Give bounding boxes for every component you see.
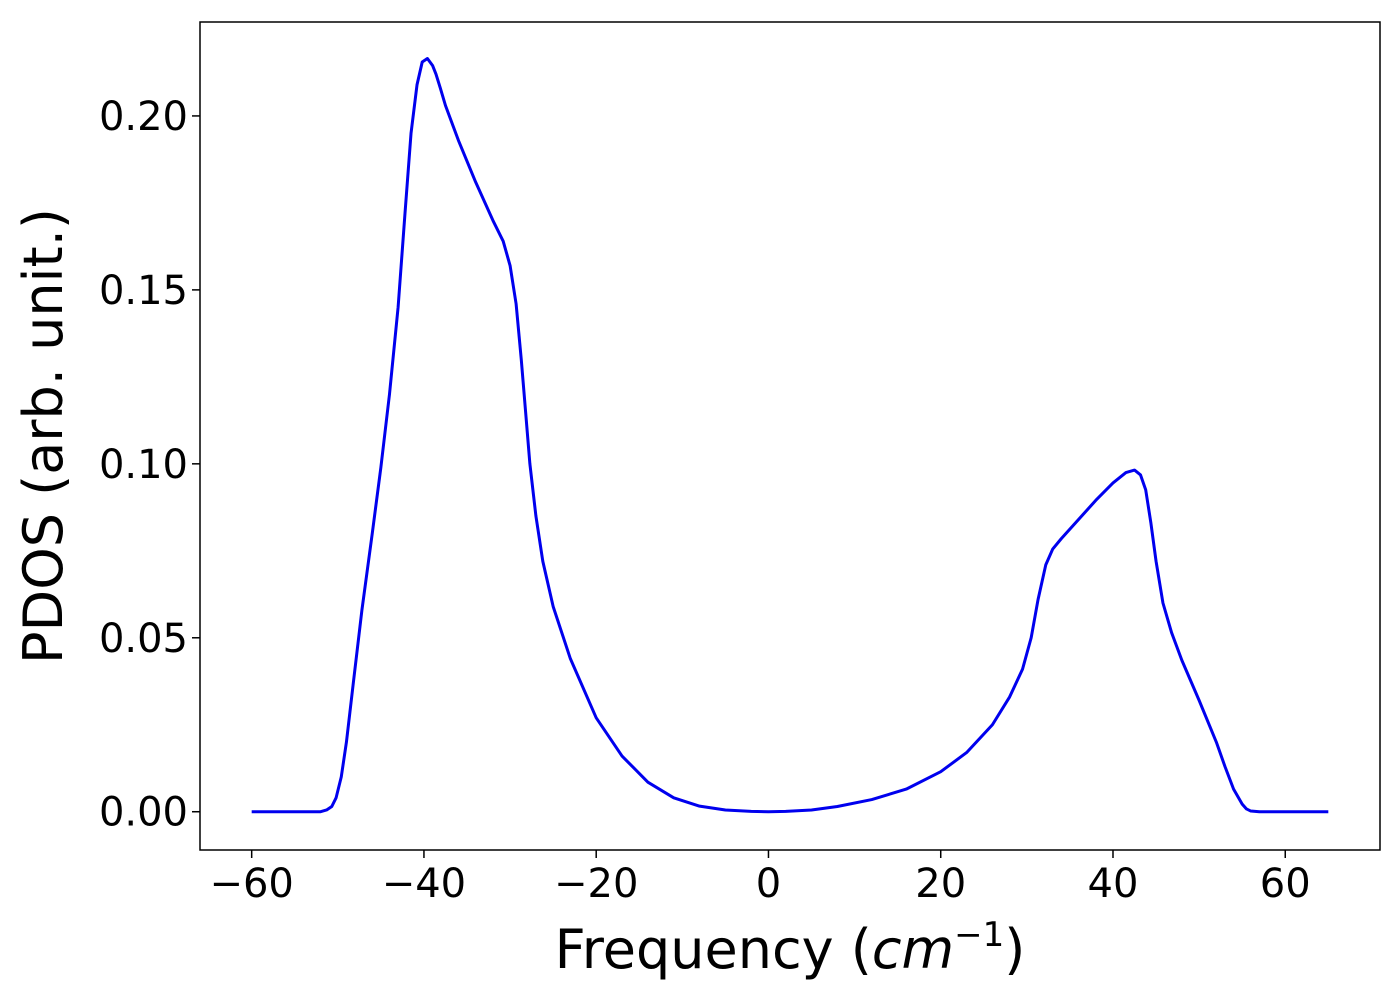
x-tick-label: 40	[1088, 861, 1139, 907]
y-axis-title: PDOS (arb. unit.)	[12, 208, 75, 664]
y-tick-label: 0.00	[99, 790, 188, 836]
x-tick-label: 60	[1260, 861, 1311, 907]
x-tick-label: 20	[915, 861, 966, 907]
x-tick-label: −20	[554, 861, 638, 907]
y-tick-label: 0.05	[99, 616, 188, 662]
plot-area-frame	[199, 21, 1381, 851]
x-tick-label: −40	[382, 861, 466, 907]
y-tick-label: 0.10	[99, 442, 188, 488]
x-axis-title: Frequency (cm−1)	[555, 915, 1026, 981]
y-axis-ticks: 0.00 0.05 0.10 0.15 0.20	[99, 94, 200, 836]
pdos-series-line	[251, 57, 1329, 814]
y-tick-label: 0.15	[99, 268, 188, 314]
x-tick-label: 0	[756, 861, 781, 907]
x-axis-ticks: −60 −40 −20 0 20 40 60	[209, 850, 1311, 907]
y-tick-label: 0.20	[99, 94, 188, 140]
x-tick-label: −60	[209, 861, 293, 907]
